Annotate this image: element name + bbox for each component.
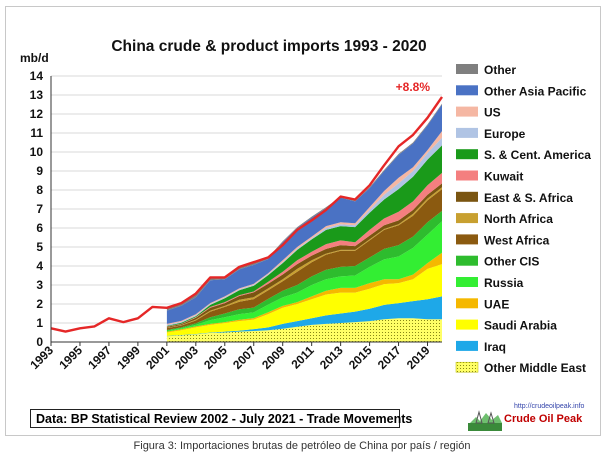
y-tick-label: 7: [36, 202, 43, 216]
growth-annotation: +8.8%: [396, 80, 431, 94]
y-axis-label: mb/d: [20, 51, 49, 65]
x-tick-label: 2007: [230, 343, 259, 372]
y-tick-label: 12: [30, 107, 44, 121]
area-other-middle-east: [166, 318, 442, 342]
legend-swatch: [456, 64, 478, 74]
x-tick-label: 2005: [201, 343, 230, 372]
legend-label: Other Middle East: [484, 361, 586, 375]
total-imports-line: [50, 96, 443, 333]
legend-label: Iraq: [484, 340, 506, 354]
stacked-areas: [166, 103, 442, 342]
legend-label: West Africa: [484, 233, 550, 247]
y-tick-label: 4: [36, 259, 43, 273]
y-tick-label: 2: [36, 297, 43, 311]
chart-title: China crude & product imports 1993 - 202…: [111, 38, 426, 55]
legend-swatch: [455, 361, 479, 373]
legend-label: Europe: [484, 127, 526, 141]
x-tick-label: 1993: [27, 343, 56, 372]
legend-swatch: [456, 234, 478, 245]
legend-swatch: [456, 277, 478, 287]
legend-label: Other Asia Pacific: [484, 84, 587, 98]
total-line-group: [50, 96, 443, 333]
area-russia: [166, 221, 442, 332]
legend-swatch: [456, 255, 478, 266]
chart-canvas: China crude & product imports 1993 - 202…: [20, 38, 591, 375]
area-saudi-arabia: [166, 264, 442, 336]
y-tick-label: 14: [30, 69, 44, 83]
y-tick-label: 3: [36, 278, 43, 292]
x-tick-labels: 1993 1995 1997 1999 2001 2003 2005 2007 2009 2011…: [27, 343, 433, 372]
y-tick-label: 1: [36, 316, 43, 330]
legend-swatch: [456, 149, 478, 160]
legend-swatch: [456, 191, 478, 202]
legend-label: Other: [484, 63, 516, 77]
legend-label: US: [484, 106, 501, 120]
x-tick-label: 1995: [56, 343, 85, 372]
legend-label: Other CIS: [484, 255, 539, 269]
axes: [50, 76, 442, 346]
legend-swatch: [456, 85, 478, 96]
legend-label: Kuwait: [484, 170, 523, 184]
x-tick-label: 2019: [404, 343, 433, 372]
legend: Other Other Asia Pacific US Europe S. & Cent…: [455, 63, 591, 375]
legend-swatch: [456, 170, 478, 181]
area-iraq: [166, 296, 442, 337]
legend-label: UAE: [484, 297, 509, 311]
x-tick-label: 2013: [317, 343, 346, 372]
logo-name: Crude Oil Peak: [504, 413, 583, 425]
y-tick-label: 0: [36, 335, 43, 349]
area-other-asia-pacific: [166, 104, 442, 324]
x-tick-label: 2015: [346, 343, 375, 372]
y-tick-label: 13: [30, 88, 44, 102]
x-tick-label: 1999: [114, 343, 143, 372]
x-tick-label: 1997: [85, 343, 114, 372]
logo-url: http://crudeoilpeak.info: [514, 403, 585, 410]
y-tick-label: 6: [36, 221, 43, 235]
x-tick-label: 2001: [143, 343, 172, 372]
x-tick-label: 2003: [172, 343, 201, 372]
crude-oil-peak-logo[interactable]: http://crudeoilpeak.info Crude Oil Peak: [468, 403, 588, 433]
y-tick-label: 9: [36, 164, 43, 178]
figure-caption: Figura 3: Importaciones brutas de petról…: [133, 440, 471, 452]
y-tick-label: 10: [30, 145, 44, 159]
legend-label: North Africa: [484, 212, 553, 226]
legend-label: East & S. Africa: [484, 191, 573, 205]
chart-frame: China crude & product imports 1993 - 202…: [5, 6, 601, 436]
legend-label: S. & Cent. America: [484, 148, 591, 162]
y-tick-label: 8: [36, 183, 43, 197]
source-note: Data: BP Statistical Review 2002 - July …: [30, 409, 412, 428]
legend-swatch: [456, 106, 478, 117]
oil-derrick-icon: [468, 410, 502, 431]
x-tick-label: 2009: [259, 343, 288, 372]
legend-swatch: [456, 213, 478, 224]
legend-swatch: [456, 340, 478, 351]
legend-swatch: [456, 127, 478, 138]
y-tick-label: 11: [30, 126, 43, 140]
y-tick-label: 5: [36, 240, 43, 254]
legend-swatch: [456, 298, 478, 309]
legend-label: Saudi Arabia: [484, 319, 557, 333]
x-tick-label: 2011: [288, 343, 317, 372]
legend-swatch: [456, 319, 478, 330]
x-tick-label: 2017: [375, 343, 404, 372]
legend-label: Russia: [484, 276, 524, 290]
